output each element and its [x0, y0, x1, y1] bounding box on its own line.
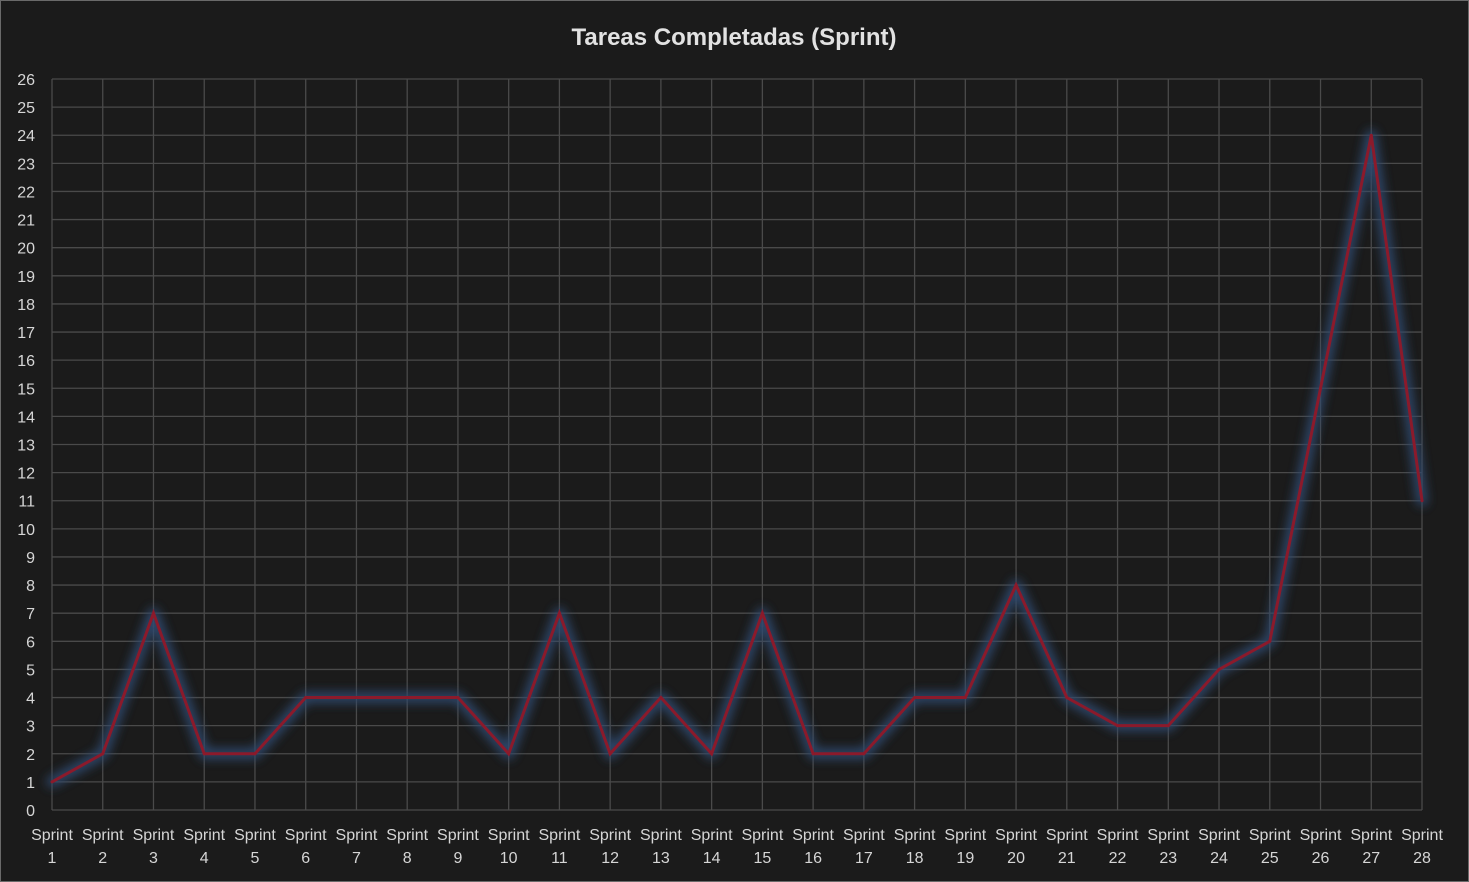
- data-point: [507, 752, 511, 756]
- x-tick-label: Sprint 7: [336, 827, 378, 867]
- data-point: [963, 696, 967, 700]
- y-tick-label: 0: [26, 803, 35, 820]
- data-point: [913, 696, 917, 700]
- x-tick-label: Sprint 10: [488, 827, 530, 867]
- x-tick-label: Sprint 22: [1097, 827, 1139, 867]
- data-point: [1116, 724, 1120, 728]
- data-point: [1166, 724, 1170, 728]
- data-point: [456, 696, 460, 700]
- y-axis-tick-labels: 0123456789101112131415161718192021222324…: [17, 72, 35, 820]
- x-tick-label: Sprint 14: [691, 827, 733, 867]
- x-tick-label: Sprint 12: [589, 827, 631, 867]
- data-point: [710, 752, 714, 756]
- data-point: [405, 696, 409, 700]
- y-tick-label: 9: [26, 550, 35, 567]
- y-tick-label: 8: [26, 578, 35, 595]
- y-tick-label: 2: [26, 747, 35, 764]
- data-point: [1369, 133, 1373, 137]
- data-point: [354, 696, 358, 700]
- y-tick-label: 10: [17, 522, 35, 539]
- x-tick-label: Sprint 8: [386, 827, 428, 867]
- x-tick-label: Sprint 25: [1249, 827, 1291, 867]
- data-point: [1014, 583, 1018, 587]
- y-tick-label: 3: [26, 719, 35, 736]
- chart-title: Tareas Completadas (Sprint): [572, 24, 897, 51]
- y-tick-label: 23: [17, 156, 35, 173]
- x-tick-label: Sprint 19: [944, 827, 986, 867]
- y-tick-label: 6: [26, 634, 35, 651]
- x-tick-label: Sprint 21: [1046, 827, 1088, 867]
- x-tick-label: Sprint 24: [1198, 827, 1240, 867]
- x-tick-label: Sprint 28: [1401, 827, 1443, 867]
- data-point: [1420, 499, 1424, 503]
- data-point: [253, 752, 257, 756]
- y-tick-label: 12: [17, 466, 35, 483]
- x-tick-label: Sprint 11: [539, 827, 581, 867]
- x-tick-label: Sprint 15: [741, 827, 783, 867]
- data-point: [304, 696, 308, 700]
- x-tick-label: Sprint 20: [995, 827, 1037, 867]
- y-tick-label: 14: [17, 409, 35, 426]
- grid: [51, 78, 1423, 811]
- x-tick-label: Sprint 16: [792, 827, 834, 867]
- y-tick-label: 25: [17, 100, 35, 117]
- y-tick-label: 1: [26, 775, 35, 792]
- x-tick-label: Sprint 26: [1300, 827, 1342, 867]
- x-tick-label: Sprint 17: [843, 827, 885, 867]
- y-tick-label: 21: [17, 213, 35, 230]
- data-point: [151, 611, 155, 615]
- x-tick-label: Sprint 2: [82, 827, 124, 867]
- x-tick-label: Sprint 5: [234, 827, 276, 867]
- data-point: [50, 780, 54, 784]
- y-tick-label: 11: [18, 494, 35, 511]
- data-point: [659, 696, 663, 700]
- y-tick-label: 4: [26, 691, 35, 708]
- series-layer: [46, 129, 1428, 788]
- data-point: [557, 611, 561, 615]
- data-point: [101, 752, 105, 756]
- y-tick-label: 22: [17, 184, 35, 201]
- y-tick-label: 13: [17, 438, 35, 455]
- y-tick-label: 7: [26, 606, 35, 623]
- y-tick-label: 20: [17, 241, 35, 258]
- y-tick-label: 16: [17, 353, 35, 370]
- y-tick-label: 18: [17, 297, 35, 314]
- x-tick-label: Sprint 18: [894, 827, 936, 867]
- x-tick-label: Sprint 27: [1350, 827, 1392, 867]
- y-tick-label: 17: [17, 325, 35, 342]
- y-tick-label: 19: [17, 269, 35, 286]
- x-tick-label: Sprint 6: [285, 827, 327, 867]
- x-tick-label: Sprint 13: [640, 827, 682, 867]
- x-tick-label: Sprint 4: [183, 827, 225, 867]
- x-tick-label: Sprint 23: [1147, 827, 1189, 867]
- series-line: [51, 134, 1424, 784]
- data-point: [1065, 696, 1069, 700]
- data-point: [760, 611, 764, 615]
- y-tick-label: 24: [17, 128, 35, 145]
- data-point: [811, 752, 815, 756]
- x-tick-label: Sprint 3: [133, 827, 175, 867]
- data-point: [608, 752, 612, 756]
- data-point: [1217, 667, 1221, 671]
- y-tick-label: 15: [17, 381, 35, 398]
- data-point: [202, 752, 206, 756]
- data-point: [1319, 386, 1323, 390]
- x-tick-label: Sprint 9: [437, 827, 479, 867]
- data-point: [1268, 639, 1272, 643]
- data-point: [862, 752, 866, 756]
- x-tick-label: Sprint 1: [31, 827, 73, 867]
- y-tick-label: 26: [17, 72, 35, 89]
- y-tick-label: 5: [26, 662, 35, 679]
